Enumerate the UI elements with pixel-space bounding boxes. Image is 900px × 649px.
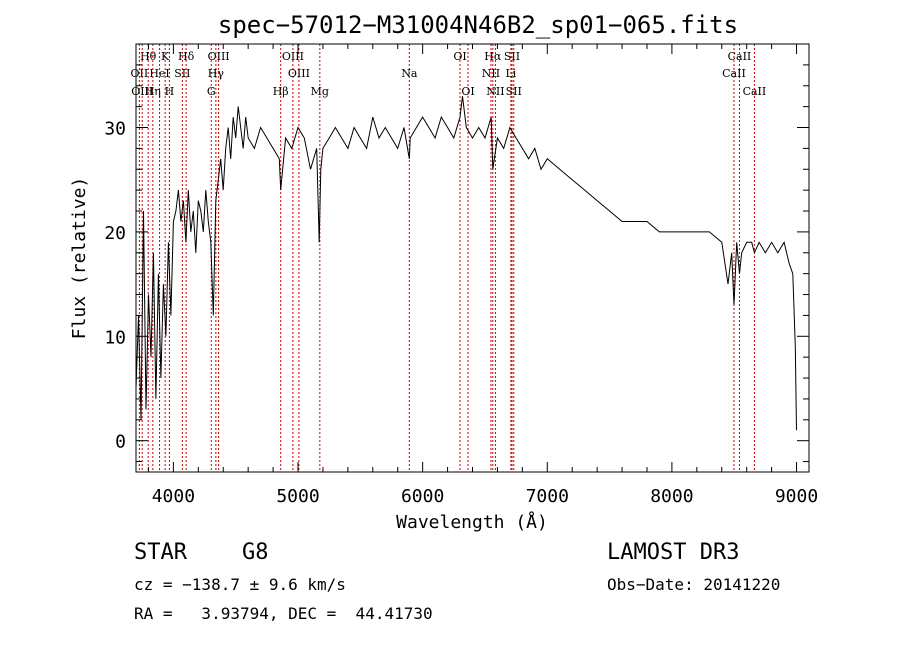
line-marker-label: Mg xyxy=(311,85,329,98)
line-marker-label: OIII xyxy=(131,85,153,98)
object-subclass: G8 xyxy=(242,540,269,565)
line-marker-label: OIII xyxy=(288,67,310,80)
line-marker-label: Hγ xyxy=(208,67,225,80)
line-marker-label: SII xyxy=(504,50,520,63)
line-marker-label: G xyxy=(207,85,216,98)
x-tick-label: 5000 xyxy=(276,486,319,507)
line-marker-label: SII xyxy=(174,67,190,80)
redshift-cz: cz = −138.7 ± 9.6 km/s xyxy=(134,575,346,594)
x-tick-label: 4000 xyxy=(152,486,195,507)
line-marker-label: CaII xyxy=(728,50,752,63)
x-tick-label: 9000 xyxy=(775,486,818,507)
line-marker-label: HeI xyxy=(149,67,169,80)
line-marker-label: CaII xyxy=(743,85,767,98)
line-marker-label: Hδ xyxy=(178,50,195,63)
survey-name: LAMOST DR3 xyxy=(607,540,740,565)
line-marker-label: NII xyxy=(482,67,500,80)
y-tick-label: 20 xyxy=(104,223,126,244)
line-marker-label: Hη xyxy=(145,85,161,98)
axis-ticks: 4000 5000 6000 7000 8000 9000 0 10 20 30 xyxy=(104,44,818,507)
chart-title: spec−57012−M31004N46B2_sp01−065.fits xyxy=(218,11,738,39)
line-marker-label: OI xyxy=(461,85,474,98)
line-marker-label: SII xyxy=(506,85,522,98)
line-marker-label: K xyxy=(161,50,170,63)
line-marker-label: OII xyxy=(131,67,149,80)
line-marker-label: Hα xyxy=(484,50,502,63)
line-marker-label: H xyxy=(165,85,175,98)
line-marker-label: Li xyxy=(505,67,516,80)
object-class: STAR xyxy=(134,540,187,565)
line-marker-label: Hβ xyxy=(273,85,289,98)
ra-dec: RA = 3.93794, DEC = 44.41730 xyxy=(134,604,433,623)
line-marker-label: OI xyxy=(453,50,466,63)
line-marker-label: CaII xyxy=(722,67,746,80)
spectrum-series-line xyxy=(135,96,797,431)
x-axis-label: Wavelength (Å) xyxy=(396,511,548,533)
observation-date: Obs−Date: 20141220 xyxy=(607,575,781,594)
y-tick-label: 30 xyxy=(104,119,126,140)
y-tick-label: 10 xyxy=(104,327,126,348)
line-marker-label: OIII xyxy=(282,50,304,63)
y-axis-label: Flux (relative) xyxy=(69,177,90,340)
x-tick-label: 8000 xyxy=(650,486,693,507)
line-marker-label: OIII xyxy=(208,50,230,63)
y-tick-label: 0 xyxy=(115,432,126,453)
x-tick-label: 7000 xyxy=(526,486,569,507)
line-marker-label: NII xyxy=(486,85,504,98)
plot-frame xyxy=(135,43,810,473)
line-marker-label: Na xyxy=(401,67,418,80)
x-tick-label: 6000 xyxy=(401,486,444,507)
